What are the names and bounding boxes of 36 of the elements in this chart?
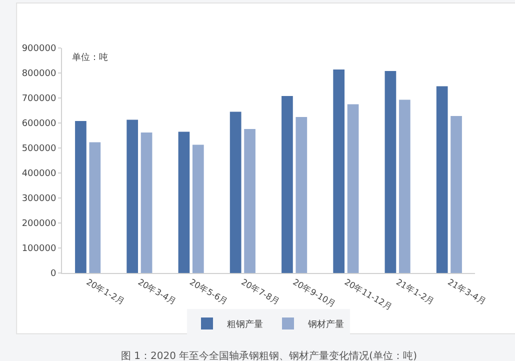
bar bbox=[140, 132, 152, 273]
y-tick-label: 600000 bbox=[22, 119, 56, 130]
annotation: 单位：吨 bbox=[72, 52, 108, 63]
y-tick-label: 500000 bbox=[22, 144, 56, 154]
y-tick-label: 900000 bbox=[22, 44, 56, 54]
bar bbox=[230, 112, 242, 273]
bar bbox=[347, 104, 359, 273]
bar bbox=[192, 144, 204, 273]
y-tick-label: 300000 bbox=[22, 194, 56, 204]
bar bbox=[333, 70, 345, 273]
bar bbox=[126, 120, 138, 273]
bar bbox=[89, 142, 101, 273]
bar bbox=[384, 71, 396, 273]
y-tick-label: 400000 bbox=[22, 169, 56, 180]
bar bbox=[398, 100, 410, 273]
bar bbox=[450, 116, 462, 273]
x-tick-label: 20年5-6月 bbox=[187, 276, 230, 308]
x-tick-label: 20年1-2月 bbox=[84, 276, 127, 308]
x-tick-label: 21年1-2月 bbox=[394, 276, 436, 308]
y-tick-label: 0 bbox=[50, 269, 56, 280]
bar bbox=[282, 96, 293, 273]
bar bbox=[296, 117, 308, 273]
bar bbox=[244, 129, 256, 273]
y-tick-label: 700000 bbox=[22, 94, 56, 104]
bar bbox=[178, 132, 190, 273]
x-tick-label: 20年3-4月 bbox=[136, 276, 178, 308]
y-tick-label: 200000 bbox=[22, 219, 56, 230]
bar bbox=[75, 121, 86, 273]
x-tick-label: 20年7-8月 bbox=[239, 276, 282, 308]
legend-label: 钢材产量 bbox=[307, 319, 344, 330]
y-tick-label: 800000 bbox=[22, 69, 56, 80]
x-tick-label: 21年3-4月 bbox=[446, 276, 488, 308]
legend-label: 粗钢产量 bbox=[227, 319, 263, 330]
y-tick-label: 100000 bbox=[22, 244, 56, 254]
bar bbox=[436, 86, 448, 273]
caption: 图 1：2020 年至今全国轴承钢粗钢、钢材产量变化情况(单位：吨) bbox=[121, 350, 418, 361]
